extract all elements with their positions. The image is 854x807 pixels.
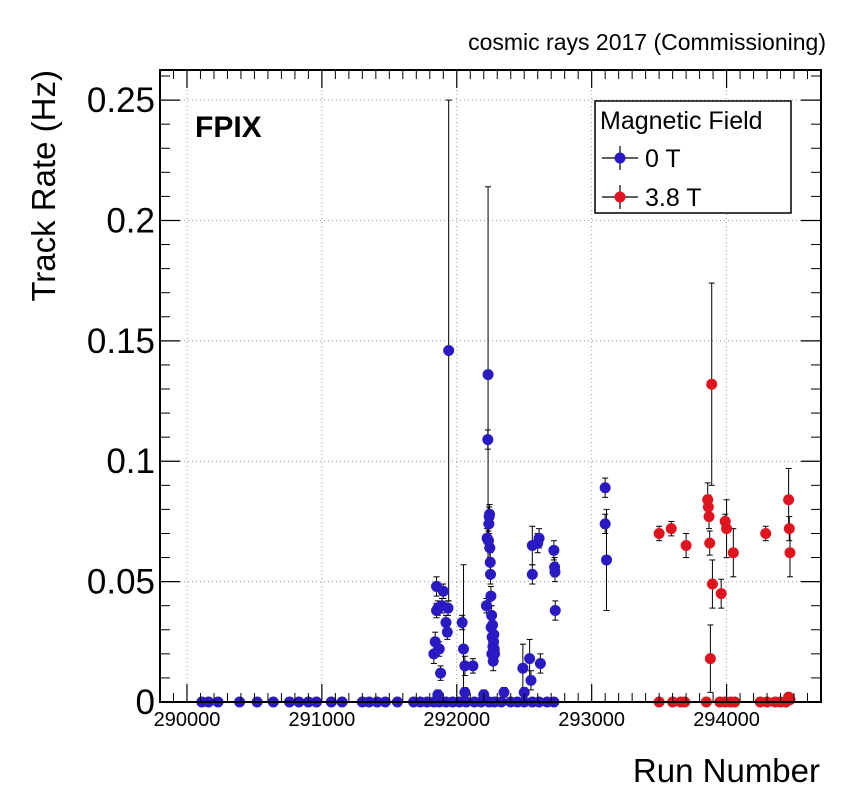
- legend-title: Magnetic Field: [600, 107, 763, 135]
- y-tick-label: 0: [136, 683, 155, 722]
- data-point-series-2: [706, 378, 718, 390]
- data-point-series-1: [433, 643, 445, 655]
- data-point-series-1: [524, 653, 536, 665]
- x-tick-label: 292000: [423, 709, 490, 731]
- x-axis-label: Run Number: [633, 752, 820, 789]
- legend-marker: [614, 191, 626, 203]
- data-point-series-1: [599, 482, 611, 494]
- data-point-series-1: [549, 605, 561, 617]
- data-point-series-2: [784, 547, 796, 559]
- data-point-series-1: [442, 602, 454, 614]
- data-point-series-2: [704, 537, 716, 549]
- data-point-series-1: [549, 566, 561, 578]
- data-point-series-1: [441, 626, 453, 638]
- data-point-series-1: [486, 609, 498, 621]
- data-point-series-1: [601, 554, 613, 566]
- data-point-series-1: [484, 508, 496, 520]
- y-tick-label: 0.1: [106, 442, 155, 481]
- x-tick-label: 294000: [693, 709, 760, 731]
- data-point-series-2: [680, 540, 692, 552]
- data-point-series-1: [443, 344, 455, 356]
- data-point-series-1: [485, 590, 497, 602]
- y-axis-label: Track Rate (Hz): [25, 70, 62, 302]
- data-point-series-1: [432, 689, 444, 701]
- data-point-series-1: [467, 660, 479, 672]
- data-point-series-1: [487, 619, 499, 631]
- legend-marker: [614, 152, 626, 164]
- data-point-series-1: [533, 532, 545, 544]
- legend-label: 3.8 T: [645, 184, 702, 212]
- legend-box: [594, 100, 792, 214]
- data-point-series-1: [485, 568, 496, 580]
- data-point-series-2: [665, 523, 677, 535]
- data-point-series-1: [534, 657, 546, 669]
- data-point-series-1: [488, 629, 500, 641]
- legend-entries: 0 T 3.8 T: [602, 145, 702, 212]
- data-point-series-2: [727, 547, 739, 559]
- grid-lines: [160, 70, 821, 702]
- tick-labels: 290000 291000 292000 293000 294000 0 0.05 0.1 0.…: [87, 81, 760, 731]
- axis-ticks: [159, 70, 822, 703]
- data-point-series-1: [458, 643, 470, 655]
- data-point-series-1: [482, 369, 494, 381]
- data-point-series-2: [783, 494, 795, 506]
- y-tick-label: 0.25: [87, 81, 155, 120]
- data-point-series-1: [484, 556, 496, 568]
- legend-label: 0 T: [645, 145, 681, 173]
- x-tick-label: 293000: [558, 709, 625, 731]
- data-point-series-1: [459, 660, 471, 672]
- data-point-series-1: [440, 617, 452, 629]
- data-point-series-1: [482, 434, 494, 446]
- y-tick-label: 0.2: [106, 201, 155, 240]
- detector-label: FPIX: [195, 111, 262, 144]
- data-point-series-2: [706, 578, 718, 590]
- data-points: [196, 344, 796, 708]
- plot-frame: [159, 69, 822, 703]
- data-point-series-2: [703, 511, 715, 523]
- data-point-series-1: [526, 568, 538, 580]
- data-point-series-1: [498, 686, 510, 698]
- data-point-series-2: [715, 588, 727, 600]
- data-point-series-1: [518, 686, 530, 698]
- data-point-series-2: [702, 501, 714, 513]
- data-point-series-1: [480, 600, 492, 612]
- y-tick-label: 0.15: [87, 322, 155, 361]
- x-tick-label: 291000: [289, 709, 356, 731]
- data-point-series-2: [760, 527, 772, 539]
- data-point-series-1: [489, 648, 501, 660]
- data-point-series-1: [484, 542, 496, 554]
- data-point-series-1: [459, 686, 471, 698]
- data-point-series-1: [517, 662, 529, 674]
- data-point-series-1: [525, 674, 537, 686]
- data-point-series-2: [704, 653, 716, 665]
- data-point-series-2: [653, 527, 665, 539]
- y-tick-label: 0.05: [87, 563, 155, 602]
- chart-title: cosmic rays 2017 (Commissioning): [468, 29, 826, 55]
- x-tick-label: 290000: [154, 709, 221, 731]
- data-point-series-1: [456, 617, 468, 629]
- data-point-series-1: [435, 667, 447, 679]
- data-point-series-1: [599, 518, 611, 530]
- data-point-series-1: [437, 585, 449, 597]
- data-point-series-2: [783, 523, 795, 535]
- legend: Magnetic Field 0 T 3.8 T: [594, 100, 792, 214]
- data-point-series-1: [548, 544, 560, 556]
- data-point-series-2: [721, 523, 733, 535]
